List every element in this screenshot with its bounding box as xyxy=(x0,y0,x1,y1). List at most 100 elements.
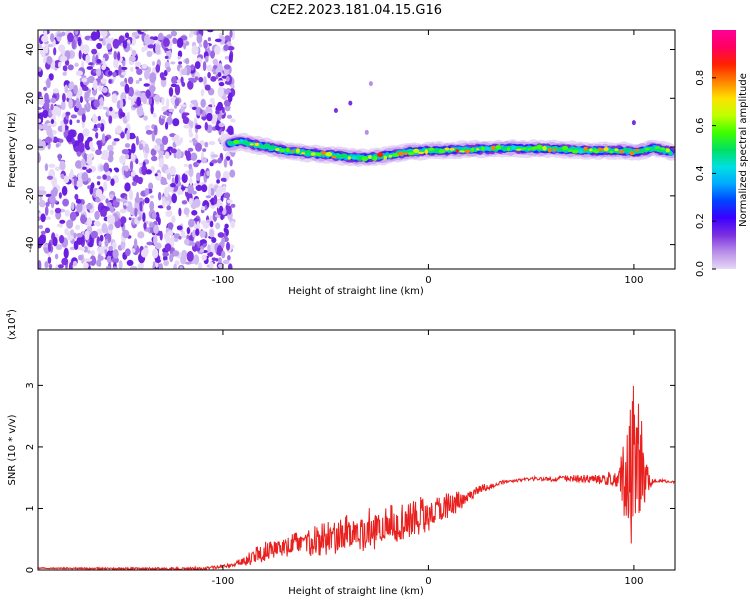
spectrogram-noise-blob xyxy=(70,201,75,211)
spectrogram-noise-blob xyxy=(162,197,166,209)
spectrogram-ridge-peak xyxy=(424,149,429,155)
spectrogram-noise-blob xyxy=(129,160,134,171)
spectrogram-noise-blob xyxy=(128,55,136,62)
spectrogram-noise-blob xyxy=(209,98,214,103)
spectrogram-noise-blob xyxy=(122,40,128,49)
spectrogram-noise-blob xyxy=(87,249,91,254)
spectrogram-noise-blob xyxy=(136,96,142,107)
spectrogram-noise-blob xyxy=(59,219,66,224)
spectrogram-noise-blob xyxy=(144,188,150,196)
spectrogram-noise-blob xyxy=(149,200,155,212)
spectrogram-noise-blob xyxy=(183,207,190,215)
spectrogram-noise-blob xyxy=(76,236,84,245)
spectrogram-noise-blob xyxy=(167,230,174,236)
spectrogram-noise-blob xyxy=(186,251,194,262)
spectrogram-noise-blob xyxy=(182,116,189,124)
spectrogram-noise-blob xyxy=(113,59,119,69)
spectrogram-noise-blob xyxy=(183,124,190,129)
spectrogram-noise-blob xyxy=(140,249,148,258)
spectrogram-ridge-peak xyxy=(377,152,384,158)
spectrogram-noise-blob xyxy=(73,175,77,186)
spectrogram-noise-blob xyxy=(191,45,199,55)
spectrogram-noise-blob xyxy=(47,242,52,252)
spectrogram-noise-blob xyxy=(118,64,122,75)
spectrogram-noise-blob xyxy=(101,133,106,144)
spectrogram-noise-blob xyxy=(93,99,100,108)
spectrogram-noise-blob xyxy=(59,160,66,171)
spectrogram-noise-blob xyxy=(48,110,52,117)
spectrogram-noise-blob xyxy=(213,64,218,69)
spectrogram-noise-blob xyxy=(177,56,181,60)
spectrogram-noise-blob xyxy=(189,177,193,186)
spectrogram-noise-blob xyxy=(64,84,69,94)
spectrogram-noise-blob xyxy=(164,55,169,60)
spectrogram-noise-blob xyxy=(133,238,138,250)
spectrogram-noise-blob xyxy=(119,99,124,109)
spectrogram-noise-blob xyxy=(181,173,188,184)
spectrogram-noise-blob xyxy=(65,111,71,116)
spectrogram-noise-blob xyxy=(210,187,215,196)
snr-x-tick-label: 0 xyxy=(425,576,431,587)
spectrogram-noise-blob xyxy=(43,102,50,110)
spectrogram-noise-blob xyxy=(134,207,138,217)
spectrogram-noise-blob xyxy=(73,232,77,239)
spectrogram-noise-blob xyxy=(177,50,183,58)
spectrogram-noise-blob xyxy=(77,36,82,47)
spectrogram-noise-blob xyxy=(207,37,211,42)
spectrogram-ridge-peak xyxy=(335,155,343,159)
spectrogram-noise-blob xyxy=(194,61,201,70)
spectrogram-ridge-peak xyxy=(589,148,593,152)
spectrogram-noise-blob xyxy=(137,231,145,239)
spectrogram-noise-blob xyxy=(90,230,98,239)
spectrogram-noise-blob xyxy=(82,166,87,170)
spectrogram-noise-blob xyxy=(195,142,202,152)
spectrogram-ridge-peak xyxy=(644,147,650,151)
spectrogram-ridge-peak xyxy=(383,155,387,160)
spectrogram-noise-blob xyxy=(96,181,101,186)
spectrogram-noise-blob xyxy=(64,228,69,236)
spectrogram-noise-blob xyxy=(72,260,78,267)
spectrogram-noise-blob xyxy=(55,244,63,251)
spectrogram-noise-blob xyxy=(50,209,54,215)
spectrogram-noise-blob xyxy=(78,86,83,98)
spectrogram-noise-blob xyxy=(218,122,225,128)
spectrogram-stray-blob xyxy=(631,120,636,126)
spectrogram-noise-blob xyxy=(135,135,139,146)
spectrogram-noise-blob xyxy=(102,174,107,180)
spectrogram-noise-blob xyxy=(188,132,194,138)
spectrogram-noise-blob xyxy=(38,186,46,191)
spectrogram-ridge-peak xyxy=(320,151,327,155)
spectrogram-ridge-peak xyxy=(459,150,466,153)
spectrogram-noise-blob xyxy=(130,135,136,139)
spectrogram-noise-blob xyxy=(126,111,130,122)
spectrogram-noise-blob xyxy=(153,224,160,234)
colorbar: 0.0 0.2 0.4 0.6 0.8 Normalized spectral ampl… xyxy=(695,30,749,277)
spectrogram-noise-blob xyxy=(69,119,73,126)
spectrogram-noise-blob xyxy=(128,217,132,221)
spectrogram-ridge-peak xyxy=(243,142,250,146)
spectrogram-noise-blob xyxy=(38,43,43,49)
spectrogram-noise-blob xyxy=(163,187,170,198)
spectrogram-noise-blob xyxy=(124,182,131,192)
spectrogram-noise-blob xyxy=(81,77,88,83)
spectrogram-noise-blob xyxy=(195,133,199,141)
spectrogram-noise-blob xyxy=(170,61,176,65)
spectrogram-noise-blob xyxy=(96,228,104,235)
spectrogram-noise-blob xyxy=(81,158,86,167)
snr-y-scale-exp: 4 xyxy=(5,312,13,317)
spectrogram-noise-blob xyxy=(198,262,203,269)
spectrogram-noise-blob xyxy=(149,222,154,228)
spectrogram-stray-blob xyxy=(348,100,353,106)
spectrogram-noise-blob xyxy=(214,38,222,43)
spectrogram-noise-blob xyxy=(83,246,88,253)
spectrogram-noise-blob xyxy=(101,223,108,234)
spectrogram-noise-blob xyxy=(44,206,49,216)
spectrogram-noise-blob xyxy=(129,189,134,201)
spectrogram-noise-blob xyxy=(154,173,158,177)
spectrogram-noise-blob xyxy=(145,169,152,175)
spectrogram-ridge-peak xyxy=(340,153,348,158)
spectrogram-noise-blob xyxy=(130,171,136,177)
spectrogram-noise-blob xyxy=(86,217,93,227)
spectrogram-y-tick-label: -40 xyxy=(25,236,36,252)
spectrogram-noise-blob xyxy=(51,176,58,188)
